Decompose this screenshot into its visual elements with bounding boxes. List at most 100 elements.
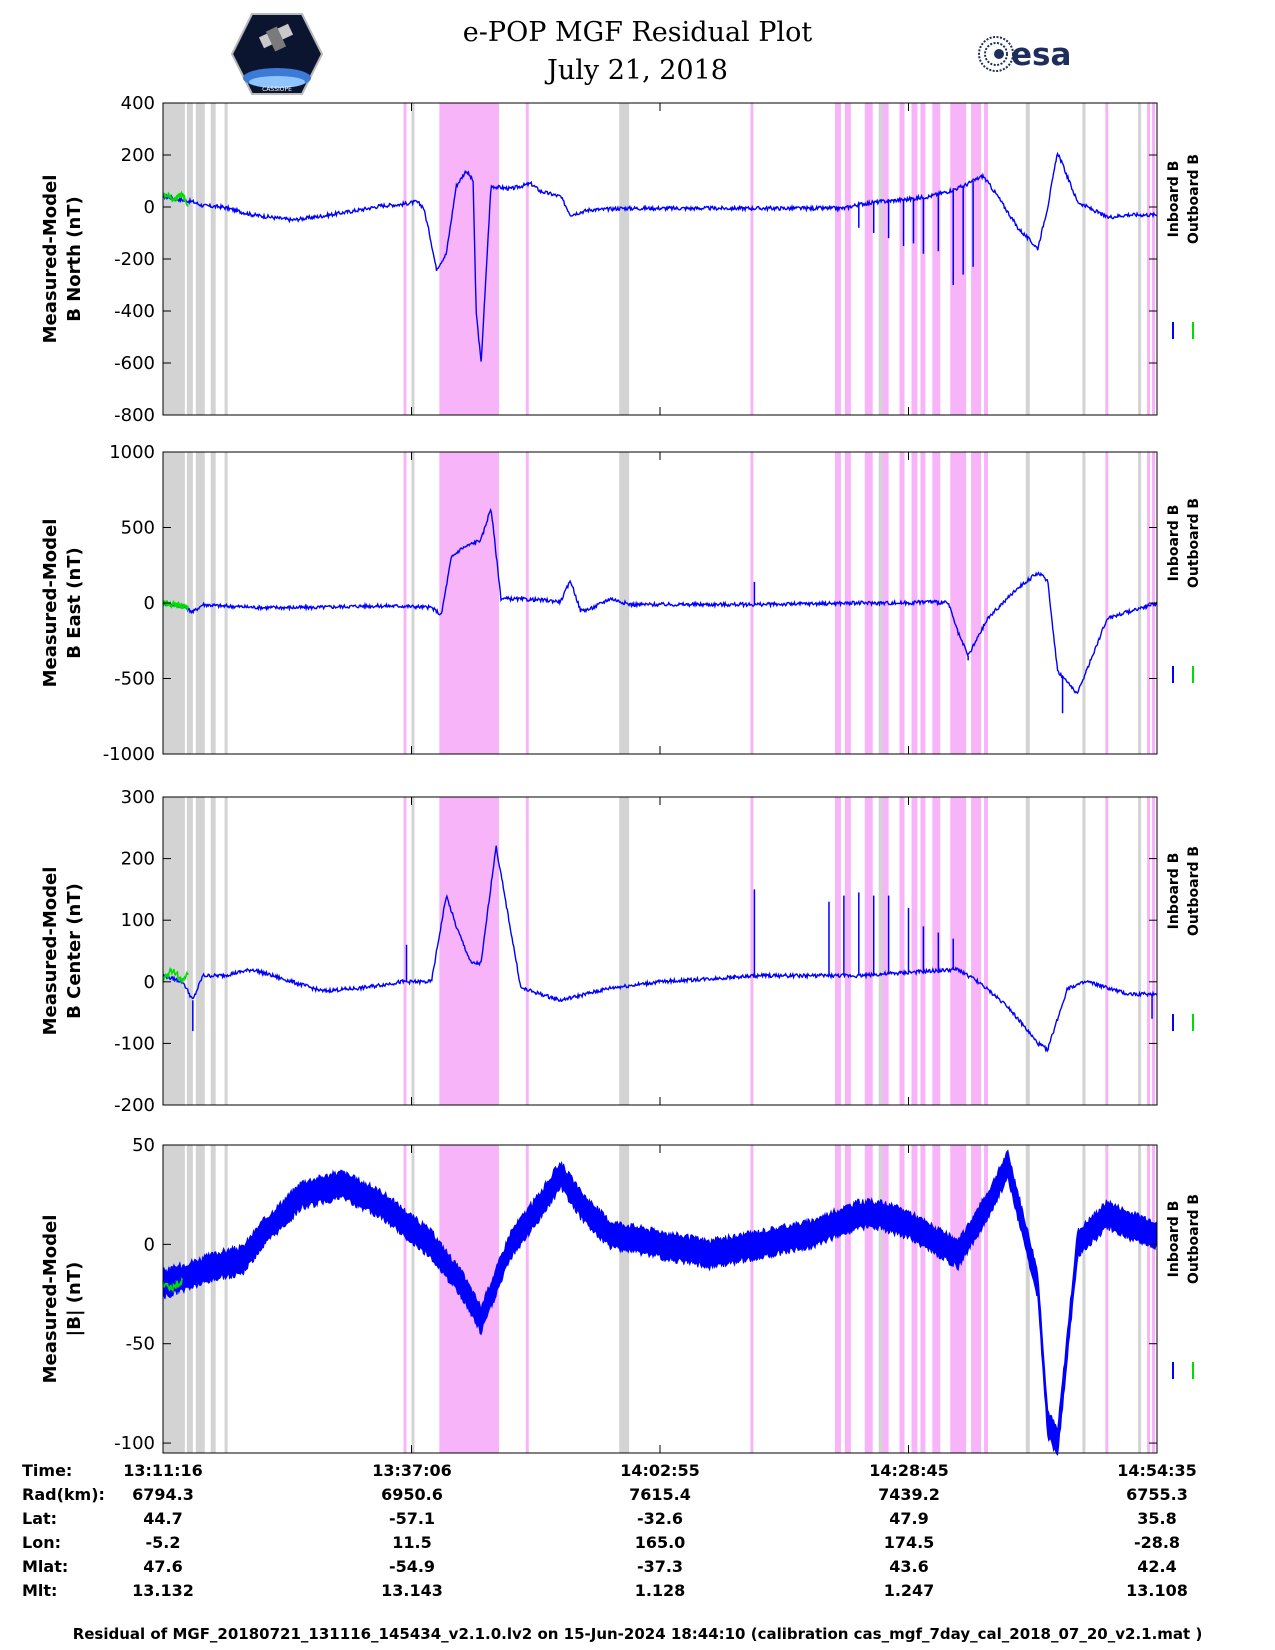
y-tick-label: -200: [114, 1095, 155, 1116]
magenta-shade-band: [984, 1145, 989, 1453]
chart-panel-2: 1000 500 0 -500 -1000 Measured-Model B East (n…: [40, 442, 1202, 765]
magenta-shade-band: [864, 797, 873, 1105]
orbit-info-value: 1.247: [883, 1581, 935, 1600]
orbit-info-label: Lon:: [22, 1533, 61, 1552]
gray-shade-band: [186, 452, 193, 754]
gray-shade-band: [1025, 797, 1030, 1105]
y-tick-label: 0: [144, 972, 155, 993]
y-axis-label: |B| (nT): [64, 1262, 85, 1337]
y-axis-label: Measured-Model: [40, 519, 61, 688]
magenta-shade-band: [932, 103, 941, 415]
esa-logo: esa: [977, 34, 1087, 78]
gray-shade-band: [186, 1145, 193, 1453]
magenta-shade-band: [950, 103, 967, 415]
orbit-info-value: 11.5: [392, 1533, 432, 1552]
y-tick-label: 0: [144, 197, 155, 218]
magenta-shade-band: [525, 452, 529, 754]
y-tick-label: 200: [121, 849, 155, 870]
gray-shade-band: [619, 103, 630, 415]
orbit-info-value: 14:54:35: [1117, 1461, 1197, 1480]
orbit-info-value: 6755.3: [1126, 1485, 1188, 1504]
orbit-info-value: 14:28:45: [869, 1461, 949, 1480]
orbit-info-value: 13:37:06: [372, 1461, 452, 1480]
magenta-shade-band: [525, 103, 529, 415]
orbit-info-row: Lat: 44.7 -57.1 -32.6 47.9 35.8: [0, 1509, 1275, 1533]
orbit-info-value: 47.6: [143, 1557, 183, 1576]
gray-shade-band: [210, 103, 216, 415]
orbit-info-value: 1.128: [634, 1581, 686, 1600]
legend-inboard-label: Inboard B: [1166, 853, 1182, 930]
legend-inboard-label: Inboard B: [1166, 1201, 1182, 1278]
gray-shade-band: [1138, 452, 1142, 754]
magenta-shade-band: [525, 1145, 529, 1453]
orbit-info-row: Mlat: 47.6 -54.9 -37.3 43.6 42.4: [0, 1557, 1275, 1581]
magenta-shade-band: [525, 797, 529, 1105]
chart-panel-4: 50 0 -50 -100 Measured-Model |B| (nT) Inboard …: [40, 1135, 1202, 1456]
footer-caption: Residual of MGF_20180721_131116_145434_v…: [72, 1625, 1203, 1643]
magenta-shade-band: [864, 1145, 873, 1453]
gray-shade-band: [1138, 1145, 1142, 1453]
gray-shade-band: [163, 797, 185, 1105]
magenta-shade-band: [882, 1145, 889, 1453]
magenta-shade-band: [950, 797, 967, 1105]
orbit-info-value: 13.143: [381, 1581, 443, 1600]
gray-shade-band: [195, 452, 205, 754]
magenta-shade-band: [950, 452, 967, 754]
y-axis-label: Measured-Model: [40, 1215, 61, 1384]
orbit-info-label: Rad(km):: [22, 1485, 105, 1504]
orbit-info-value: -37.3: [636, 1557, 684, 1576]
magenta-shade-band: [984, 452, 989, 754]
orbit-info-value: 6794.3: [132, 1485, 194, 1504]
magenta-shade-band: [882, 103, 889, 415]
gray-shade-band: [411, 452, 415, 754]
orbit-info-row: Time: 13:11:16 13:37:06 14:02:55 14:28:45 14:…: [0, 1461, 1275, 1485]
gray-shade-band: [1138, 797, 1142, 1105]
magenta-shade-band: [403, 1145, 407, 1453]
gray-shade-band: [1082, 797, 1086, 1105]
y-axis-label: B East (nT): [64, 547, 85, 659]
orbit-info-value: 7439.2: [878, 1485, 940, 1504]
gray-shade-band: [195, 103, 205, 415]
gray-shade-band: [1082, 1145, 1086, 1453]
magenta-shade-band: [911, 103, 918, 415]
orbit-info-row: Mlt: 13.132 13.143 1.128 1.247 13.108: [0, 1581, 1275, 1605]
y-tick-label: -400: [114, 301, 155, 322]
gray-shade-band: [1138, 103, 1142, 415]
magenta-shade-band: [971, 103, 982, 415]
magenta-shade-band: [1147, 797, 1151, 1105]
gray-shade-band: [1025, 103, 1030, 415]
magenta-shade-band: [920, 103, 926, 415]
series-line-outboard-b: [162, 1276, 184, 1294]
magenta-shade-band: [932, 797, 941, 1105]
magenta-shade-band: [1152, 797, 1156, 1105]
orbit-info-value: 13.132: [132, 1581, 194, 1600]
series-line-outboard-b: [162, 190, 189, 207]
orbit-info-value: -54.9: [388, 1557, 436, 1576]
magenta-shade-band: [844, 797, 851, 1105]
orbit-info-value: 13:11:16: [123, 1461, 203, 1480]
gray-shade-band: [224, 452, 228, 754]
magenta-shade-band: [899, 103, 905, 415]
orbit-info-value: 13.108: [1126, 1581, 1188, 1600]
plot-area: [163, 103, 1157, 415]
y-tick-label: -1000: [103, 744, 155, 765]
magenta-shade-band: [984, 103, 989, 415]
magenta-shade-band: [844, 1145, 851, 1453]
magenta-shade-band: [899, 1145, 905, 1453]
gray-shade-band: [224, 1145, 228, 1453]
orbit-info-value: -5.2: [145, 1533, 181, 1552]
magenta-shade-band: [932, 1145, 941, 1453]
cassiope-logo-text: CASSIOPE: [262, 86, 292, 93]
magenta-shade-band: [439, 103, 499, 415]
orbit-info-label: Mlt:: [22, 1581, 58, 1600]
gray-shade-band: [619, 797, 630, 1105]
gray-shade-band: [224, 103, 228, 415]
orbit-info-value: 174.5: [883, 1533, 935, 1552]
orbit-info-value: 43.6: [889, 1557, 929, 1576]
legend-outboard-label: Outboard B: [1186, 498, 1202, 588]
magenta-shade-band: [750, 797, 754, 1105]
orbit-info-label: Mlat:: [22, 1557, 69, 1576]
orbit-info-value: 165.0: [634, 1533, 686, 1552]
magenta-shade-band: [834, 103, 841, 415]
magenta-shade-band: [971, 1145, 982, 1453]
